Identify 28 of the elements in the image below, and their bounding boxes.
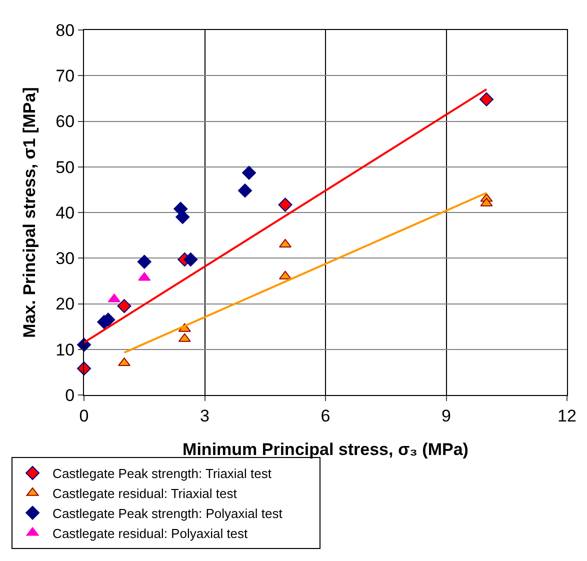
point [137,254,152,269]
legend-label: Castlegate Peak strength: Polyaxial test [52,506,283,521]
y-tick-label: 30 [56,249,75,268]
x-axis-title: Minimum Principal stress, σ₃ (MPa) [182,440,468,459]
y-tick-label: 70 [56,66,75,86]
y-tick-label: 40 [56,203,75,222]
point [278,198,292,212]
legend-label: Castlegate residual: Polyaxial test [52,526,248,541]
y-tick-label: 50 [56,158,75,177]
point [176,210,190,224]
x-tick-label: 12 [558,406,576,426]
y-tick-label: 0 [65,386,75,405]
point [117,299,132,314]
point [184,252,198,266]
y-axis-title: Max. Principal stress, σ1 [MPa] [20,87,40,338]
x-tick-label: 0 [79,406,89,426]
point [480,92,494,106]
x-tick-label: 9 [442,406,451,426]
y-tick-label: 80 [56,20,75,40]
legend-label: Castlegate Peak strength: Triaxial test [52,466,272,482]
x-tick-label: 3 [200,406,210,426]
x-tick-label: 6 [320,406,330,426]
y-tick-label: 20 [56,294,75,314]
y-tick-label: 60 [56,112,75,132]
y-tick-label: 10 [56,340,75,360]
point [242,166,256,180]
legend-label: Castlegate residual: Triaxial test [52,486,238,501]
point [238,184,252,198]
